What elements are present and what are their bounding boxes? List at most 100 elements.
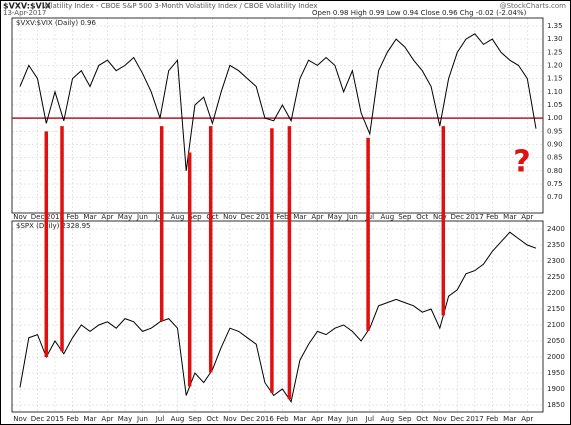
y-tick-label: 0.80 bbox=[547, 167, 563, 175]
series-line bbox=[19, 33, 537, 171]
y-tick-label: 2250 bbox=[547, 273, 565, 281]
x-tick-label: Oct bbox=[416, 415, 428, 423]
x-tick-label: Jul bbox=[155, 415, 165, 423]
plot-frame bbox=[11, 17, 544, 214]
y-tick-label: 2350 bbox=[547, 241, 565, 249]
x-tick-label: 2015 bbox=[46, 415, 64, 423]
x-tick-label: Oct bbox=[206, 213, 218, 221]
x-tick-label: Feb bbox=[486, 213, 499, 221]
x-tick-label: Apr bbox=[101, 415, 113, 423]
y-tick-label: 1.15 bbox=[547, 75, 563, 83]
x-tick-label: Apr bbox=[311, 213, 323, 221]
y-tick-label: 0.85 bbox=[547, 154, 563, 162]
legend-entry: $SPX (Daily) 2328.95 bbox=[16, 222, 90, 230]
x-tick-label: May bbox=[118, 415, 132, 423]
x-tick-label: Mar bbox=[83, 415, 96, 423]
x-tick-label: Feb bbox=[276, 415, 289, 423]
x-tick-label: Jul bbox=[365, 415, 375, 423]
x-tick-label: Feb bbox=[276, 213, 289, 221]
x-tick-label: Dec bbox=[451, 213, 465, 221]
x-tick-label: Nov bbox=[433, 415, 447, 423]
x-tick-label: Mar bbox=[503, 415, 516, 423]
x-tick-label: Mar bbox=[83, 213, 96, 221]
x-tick-label: Nov bbox=[223, 213, 237, 221]
x-tick-label: 2016 bbox=[256, 213, 274, 221]
x-tick-label: Jun bbox=[136, 213, 148, 221]
x-tick-label: Dec bbox=[241, 415, 255, 423]
x-tick-label: Nov bbox=[223, 415, 237, 423]
y-tick-label: 1.30 bbox=[547, 35, 563, 43]
y-tick-label: 1.00 bbox=[547, 114, 563, 122]
y-tick-label: 1.05 bbox=[547, 101, 563, 109]
x-tick-label: Mar bbox=[293, 415, 306, 423]
x-tick-label: Apr bbox=[521, 415, 533, 423]
x-tick-label: Oct bbox=[416, 213, 428, 221]
chart-subtitle: Volatility Index - CBOE S&P 500 3-Month … bbox=[42, 2, 318, 10]
x-tick-label: Dec bbox=[31, 213, 45, 221]
x-tick-label: Aug bbox=[381, 213, 395, 221]
y-tick-label: 0.75 bbox=[547, 180, 563, 188]
x-tick-label: 2015 bbox=[46, 213, 64, 221]
y-tick-label: 1.20 bbox=[547, 61, 563, 69]
date: 13-Apr-2017 bbox=[3, 9, 46, 17]
x-tick-label: Apr bbox=[101, 213, 113, 221]
y-tick-label: 1.35 bbox=[547, 22, 563, 30]
x-tick-label: Mar bbox=[503, 213, 516, 221]
x-tick-label: Nov bbox=[13, 213, 27, 221]
y-tick-label: 2150 bbox=[547, 305, 565, 313]
y-tick-label: 2000 bbox=[547, 353, 565, 361]
x-tick-label: Jul bbox=[155, 213, 165, 221]
x-tick-label: Dec bbox=[31, 415, 45, 423]
y-tick-label: 1.25 bbox=[547, 48, 563, 56]
x-tick-label: Dec bbox=[451, 415, 465, 423]
y-tick-label: 1950 bbox=[547, 369, 565, 377]
y-tick-label: 2050 bbox=[547, 337, 565, 345]
y-tick-label: 2100 bbox=[547, 321, 565, 329]
x-tick-label: Sep bbox=[188, 213, 202, 221]
chart-title: $VXV:$VIX bbox=[3, 2, 52, 11]
x-tick-label: 2017 bbox=[466, 213, 484, 221]
watermark: @StockCharts.com bbox=[500, 2, 567, 10]
x-tick-label: Apr bbox=[311, 415, 323, 423]
x-tick-label: Sep bbox=[398, 213, 412, 221]
x-tick-label: Jun bbox=[136, 415, 148, 423]
x-tick-label: Aug bbox=[381, 415, 395, 423]
x-tick-label: Aug bbox=[171, 415, 185, 423]
y-tick-label: 1.10 bbox=[547, 88, 563, 96]
x-tick-label: Feb bbox=[66, 415, 79, 423]
y-tick-label: 1850 bbox=[547, 401, 565, 409]
y-tick-label: 0.70 bbox=[547, 193, 563, 201]
plot-frame bbox=[11, 220, 544, 413]
y-tick-label: 0.95 bbox=[547, 127, 563, 135]
x-tick-label: Sep bbox=[398, 415, 412, 423]
x-tick-label: 2016 bbox=[256, 415, 274, 423]
x-tick-label: Apr bbox=[521, 213, 533, 221]
x-tick-label: Aug bbox=[171, 213, 185, 221]
x-tick-label: Mar bbox=[293, 213, 306, 221]
x-tick-label: May bbox=[328, 213, 342, 221]
y-tick-label: 1900 bbox=[547, 385, 565, 393]
x-tick-label: Oct bbox=[206, 415, 218, 423]
legend-entry: $VXV:$VIX (Daily) 0.96 bbox=[16, 19, 96, 27]
annotation: ? bbox=[513, 145, 530, 180]
y-tick-label: 2400 bbox=[547, 225, 565, 233]
quote: Open 0.98 High 0.99 Low 0.94 Close 0.96 … bbox=[312, 9, 527, 17]
series-line bbox=[19, 231, 537, 404]
x-tick-label: Nov bbox=[13, 415, 27, 423]
x-tick-label: Jun bbox=[346, 213, 358, 221]
y-tick-label: 2200 bbox=[547, 289, 565, 297]
y-tick-label: 0.90 bbox=[547, 140, 563, 148]
x-tick-label: 2017 bbox=[466, 415, 484, 423]
x-tick-label: May bbox=[118, 213, 132, 221]
y-tick-label: 2300 bbox=[547, 257, 565, 265]
x-tick-label: May bbox=[328, 415, 342, 423]
x-tick-label: Jun bbox=[346, 415, 358, 423]
x-tick-label: Dec bbox=[241, 213, 255, 221]
x-tick-label: Feb bbox=[66, 213, 79, 221]
x-tick-label: Nov bbox=[433, 213, 447, 221]
x-tick-label: Feb bbox=[486, 415, 499, 423]
x-tick-label: Sep bbox=[188, 415, 202, 423]
